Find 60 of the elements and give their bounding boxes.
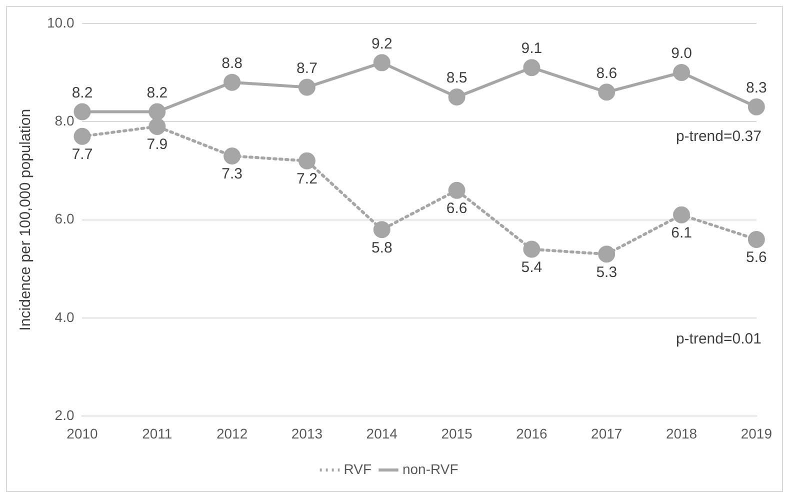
point bbox=[224, 147, 241, 164]
x-tick-label: 2012 bbox=[216, 425, 248, 442]
x-tick-label: 2019 bbox=[740, 425, 772, 442]
point bbox=[298, 78, 316, 96]
legend-label: non-RVF bbox=[402, 460, 458, 477]
data-label: 9.0 bbox=[671, 45, 692, 62]
data-label: 8.2 bbox=[146, 84, 168, 102]
x-tick-label: 2014 bbox=[366, 425, 398, 442]
point bbox=[74, 128, 91, 145]
x-tick-label: 2017 bbox=[591, 425, 622, 442]
point bbox=[448, 88, 466, 106]
y-tick-label: 2.0 bbox=[54, 407, 74, 424]
data-label: 8.5 bbox=[446, 70, 468, 87]
data-label: 8.7 bbox=[296, 60, 318, 77]
annotation: p-trend=0.37 bbox=[676, 128, 762, 146]
data-label: 7.3 bbox=[222, 166, 242, 183]
y-tick-label: 8.0 bbox=[54, 112, 74, 128]
data-label: 5.8 bbox=[371, 239, 392, 256]
x-tick-label: 2015 bbox=[441, 425, 473, 442]
point bbox=[748, 230, 765, 248]
data-label: 7.7 bbox=[72, 146, 93, 163]
data-label: 9.1 bbox=[521, 40, 542, 58]
point bbox=[148, 103, 166, 120]
legend-label: RVF bbox=[344, 460, 372, 477]
point bbox=[748, 98, 765, 116]
data-label: 9.2 bbox=[371, 35, 392, 52]
point bbox=[523, 240, 540, 258]
x-tick-label: 2013 bbox=[291, 425, 323, 442]
point bbox=[148, 118, 166, 136]
annotation: p-trend=0.01 bbox=[676, 330, 762, 348]
point bbox=[673, 206, 690, 224]
point bbox=[74, 103, 91, 120]
data-label: 8.6 bbox=[596, 64, 618, 82]
data-label: 6.6 bbox=[446, 200, 468, 217]
y-tick-label: 6.0 bbox=[54, 210, 74, 227]
point bbox=[373, 54, 390, 72]
x-tick-label: 2018 bbox=[666, 425, 698, 442]
point bbox=[598, 246, 616, 263]
data-label: 6.1 bbox=[671, 224, 692, 242]
data-label: 5.3 bbox=[596, 264, 618, 281]
y-tick-label: 10.0 bbox=[47, 14, 74, 30]
data-label: 8.3 bbox=[746, 80, 767, 97]
x-tick-label: 2010 bbox=[66, 425, 98, 442]
point bbox=[224, 74, 241, 91]
y-axis-title: Incidence per 100,000 population bbox=[17, 108, 34, 331]
point bbox=[298, 152, 316, 170]
x-tick-label: 2011 bbox=[142, 425, 172, 442]
y-tick-label: 4.0 bbox=[54, 308, 74, 325]
data-label: 7.9 bbox=[146, 136, 168, 154]
data-label: 5.6 bbox=[746, 249, 767, 266]
point bbox=[448, 182, 466, 199]
point bbox=[598, 84, 616, 101]
point bbox=[373, 221, 390, 238]
x-tick-label: 2016 bbox=[516, 425, 548, 442]
data-label: 8.2 bbox=[72, 84, 93, 102]
point bbox=[523, 59, 540, 76]
data-label: 5.4 bbox=[521, 258, 542, 276]
data-label: 8.8 bbox=[222, 54, 242, 72]
data-label: 7.2 bbox=[296, 170, 318, 188]
point bbox=[673, 64, 690, 81]
